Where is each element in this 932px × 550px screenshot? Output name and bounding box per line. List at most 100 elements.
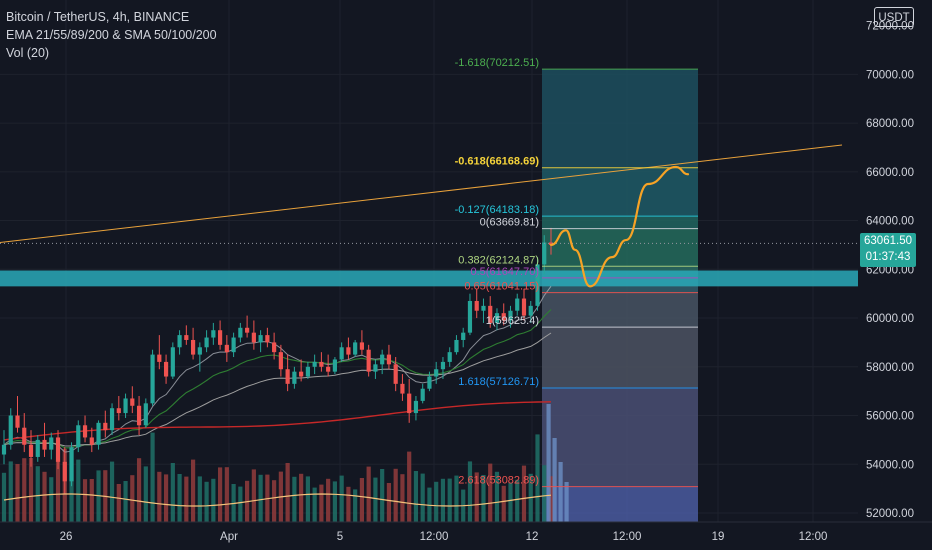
candle-body	[535, 264, 540, 306]
candle-body	[49, 437, 54, 450]
fib-level-label: 1.618(57126.71)	[458, 376, 539, 388]
price-tick-label: 60000.00	[866, 313, 914, 325]
volume-bar	[42, 471, 47, 522]
volume-bar	[501, 485, 506, 522]
candle-body	[170, 347, 175, 377]
volume-bar	[546, 404, 551, 522]
volume-bar	[440, 478, 446, 522]
candle-body	[62, 461, 67, 482]
volume-bar	[272, 480, 277, 522]
symbol-title[interactable]: Bitcoin / TetherUS, 4h, BINANCE	[6, 10, 190, 24]
candle-body	[204, 337, 209, 348]
fibonacci-levels[interactable]: -1.618(70212.51) -0.618(66168.69) -0.127(6…	[455, 57, 698, 488]
price-tick-label: 68000.00	[866, 118, 914, 130]
candle-body	[461, 332, 466, 340]
volume-bar	[515, 479, 520, 522]
grid-lines	[0, 0, 858, 522]
volume-bar	[123, 481, 128, 522]
candle-body	[380, 354, 385, 365]
candle-body	[89, 437, 94, 445]
fib-level-label: 0.382(62124.87)	[458, 254, 539, 266]
fib-level-label: -1.618(70212.51)	[455, 57, 539, 69]
candle-body	[143, 403, 148, 426]
candle-body	[319, 361, 324, 367]
candle-body	[245, 327, 250, 333]
volume-bar	[332, 481, 337, 522]
projection-path[interactable]	[549, 165, 690, 288]
fib-level-label: 0.65(61041.15)	[464, 281, 539, 293]
candle-body	[22, 427, 27, 445]
volume-bar	[366, 466, 371, 522]
candle-body	[103, 422, 108, 431]
volume-bar	[285, 463, 290, 522]
time-tick-label: Apr	[220, 531, 238, 543]
last-price-tag: 63061.50 01:37:43	[860, 233, 916, 267]
candle-body	[515, 298, 520, 311]
candle-body	[285, 369, 290, 384]
time-tick-label: 12	[526, 531, 539, 543]
price-tick-label: 62000.00	[866, 264, 914, 276]
volume-bar	[386, 483, 392, 522]
volume-bar	[353, 489, 358, 522]
candle-body	[1, 444, 7, 455]
volume-bar	[224, 467, 229, 522]
candle-body	[278, 352, 283, 370]
volume-bar	[116, 484, 121, 522]
fibonacci-zone	[542, 69, 698, 522]
volume-bar	[373, 477, 378, 522]
volume-bar	[143, 466, 148, 522]
candle-body	[420, 388, 425, 401]
volume-bar	[339, 475, 344, 522]
candle-body	[69, 447, 74, 482]
candle-body	[413, 400, 419, 414]
volume-bar	[346, 486, 351, 522]
candle-body	[359, 342, 365, 350]
candle-body	[231, 337, 236, 353]
volume-bar	[49, 477, 54, 522]
last-price-value: 63061.50	[864, 235, 912, 247]
candle-body	[96, 422, 101, 445]
candle-body	[130, 398, 135, 406]
volume-bar	[564, 482, 569, 522]
candle-body	[434, 369, 439, 377]
candle-body	[474, 300, 479, 311]
candle-body	[251, 332, 256, 343]
candle-body	[55, 437, 61, 462]
volume-bar	[1, 472, 7, 522]
candle-body	[521, 298, 527, 316]
candle-body	[8, 415, 13, 445]
candle-body	[211, 330, 216, 338]
candle-body	[447, 352, 452, 362]
candle-body	[454, 339, 459, 353]
candle-body	[150, 354, 155, 404]
trendline[interactable]	[0, 144, 843, 243]
time-tick-label: 12:00	[613, 531, 642, 543]
volume-bar	[204, 481, 209, 522]
time-axis[interactable]: 26 Apr 5 12:00 12 12:00 19 12:00	[60, 531, 828, 543]
currency-button[interactable]: USDT	[874, 7, 914, 27]
volume-bar	[474, 472, 479, 522]
price-tick-label: 58000.00	[866, 362, 914, 374]
price-tick-label: 66000.00	[866, 167, 914, 179]
candle-body	[542, 242, 547, 265]
volume-bar	[136, 458, 142, 522]
candle-body	[548, 242, 554, 245]
candle-body	[305, 366, 310, 377]
candle-body	[326, 366, 331, 372]
candle-body	[528, 305, 533, 316]
volume-label[interactable]: Vol (20)	[6, 46, 50, 60]
volume-bar	[197, 476, 202, 522]
volume-bar	[89, 479, 94, 522]
candle-body	[508, 310, 513, 321]
candle-body	[346, 347, 351, 355]
candle-body	[82, 425, 88, 438]
indicator-label[interactable]: EMA 21/55/89/200 & SMA 50/100/200	[6, 28, 217, 42]
candle-body	[258, 335, 263, 343]
candle-body	[488, 305, 493, 323]
volume-bar	[312, 487, 317, 522]
volume-bar	[326, 478, 331, 522]
price-tick-label: 52000.00	[866, 508, 914, 520]
candle-body	[177, 335, 182, 348]
volume-bar	[380, 469, 385, 522]
